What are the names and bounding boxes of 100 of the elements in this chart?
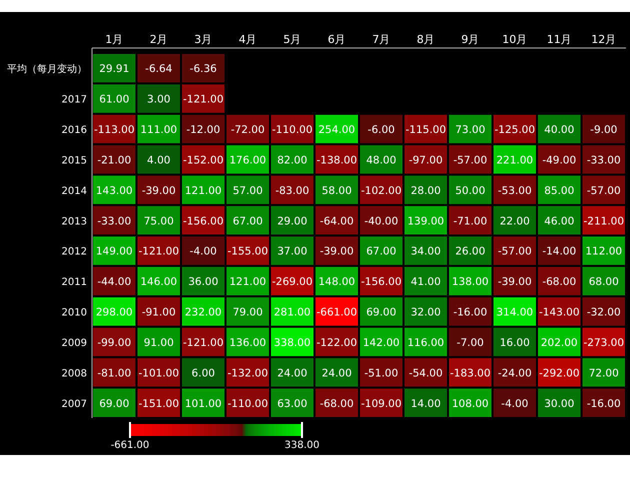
data-label: 85.00 — [544, 184, 574, 197]
data-label: 22.00 — [500, 215, 530, 228]
data-label: 79.00 — [232, 306, 263, 319]
x-tick-label: 4月 — [238, 33, 257, 46]
data-label: -39.00 — [142, 184, 176, 197]
data-label: 142.00 — [362, 336, 400, 349]
data-label: 32.00 — [410, 306, 441, 319]
data-label: 111.00 — [140, 124, 178, 136]
data-label: -14.00 — [542, 246, 576, 258]
y-tick-label: 2015 — [62, 155, 87, 166]
data-label: 67.00 — [366, 246, 396, 258]
data-label: 73.00 — [455, 124, 486, 136]
data-label: -9.00 — [590, 124, 618, 136]
y-tick-label: 2012 — [62, 246, 87, 258]
data-label: -143.00 — [538, 306, 580, 319]
data-label: 6.00 — [192, 367, 215, 380]
data-label: 116.00 — [407, 336, 444, 349]
data-label: 48.00 — [366, 154, 396, 166]
data-label: 221.00 — [496, 154, 534, 166]
x-tick-label: 9月 — [461, 33, 480, 46]
data-label: -121.00 — [182, 94, 224, 106]
data-label: -138.00 — [316, 154, 358, 166]
data-label: 68.00 — [588, 276, 619, 288]
data-label: 24.00 — [277, 367, 308, 380]
data-label: 148.00 — [318, 276, 356, 288]
data-label: 176.00 — [229, 154, 266, 166]
data-label: 34.00 — [410, 246, 441, 258]
data-label: -4.00 — [501, 398, 528, 410]
data-label: 69.00 — [366, 306, 396, 319]
data-label: 91.00 — [144, 336, 174, 349]
data-label: -156.00 — [182, 215, 224, 228]
data-label: -49.00 — [542, 154, 576, 166]
data-label: 82.00 — [277, 154, 308, 166]
data-label: -113.00 — [94, 124, 135, 136]
x-tick-label: 8月 — [416, 33, 435, 46]
data-label: 46.00 — [544, 215, 574, 228]
data-label: -155.00 — [227, 246, 268, 258]
data-label: 28.00 — [410, 184, 441, 197]
x-tick-label: 7月 — [372, 33, 390, 46]
data-label: -151.00 — [138, 398, 180, 410]
x-tick-label: 3月 — [194, 33, 212, 46]
data-label: -115.00 — [405, 124, 446, 136]
data-label: -97.00 — [408, 154, 443, 166]
data-label: 41.00 — [410, 276, 441, 288]
data-label: 149.00 — [96, 246, 133, 258]
x-tick-label: 1月 — [105, 33, 124, 46]
data-label: 72.00 — [588, 367, 619, 380]
y-tick-label: 2016 — [62, 125, 87, 136]
data-label: -121.00 — [182, 336, 224, 349]
data-label: -64.00 — [320, 215, 354, 228]
data-label: -54.00 — [408, 367, 443, 380]
data-label: -71.00 — [453, 215, 488, 228]
data-label: 61.00 — [99, 94, 130, 106]
data-label: 40.00 — [544, 124, 574, 136]
data-label: 254.00 — [318, 124, 356, 136]
y-tick-label: 2008 — [62, 368, 87, 380]
data-label: -51.00 — [364, 367, 398, 380]
data-label: -68.00 — [542, 276, 576, 288]
data-label: 202.00 — [540, 336, 578, 349]
data-label: 3.00 — [147, 94, 170, 106]
data-label: -81.00 — [97, 367, 132, 380]
data-label: 139.00 — [407, 215, 444, 228]
y-tick-label: 2009 — [62, 338, 87, 349]
data-label: -6.36 — [190, 63, 218, 76]
data-label: 16.00 — [500, 336, 530, 349]
data-label: -33.00 — [97, 215, 132, 228]
data-label: 281.00 — [274, 306, 311, 319]
data-label: -269.00 — [272, 276, 313, 288]
data-label: -7.00 — [456, 336, 484, 349]
data-label: 75.00 — [144, 215, 174, 228]
color-bar-label: -661.00 — [110, 440, 150, 451]
data-label: -16.00 — [453, 306, 488, 319]
data-label: 101.00 — [184, 398, 222, 410]
x-tick-label: 6月 — [328, 33, 346, 46]
data-label: -101.00 — [138, 367, 180, 380]
data-label: 24.00 — [322, 367, 352, 380]
data-label: -57.00 — [453, 154, 488, 166]
y-tick-label: 2014 — [62, 186, 87, 197]
data-label: -211.00 — [583, 215, 624, 228]
data-label: -132.00 — [227, 367, 268, 380]
data-label: -122.00 — [316, 336, 358, 349]
data-label: 108.00 — [452, 398, 489, 410]
data-label: -53.00 — [498, 184, 532, 197]
data-label: -83.00 — [275, 184, 310, 197]
data-label: 4.00 — [147, 154, 170, 166]
data-label: 314.00 — [496, 306, 534, 319]
data-label: 58.00 — [322, 184, 352, 197]
data-label: -661.00 — [316, 306, 358, 319]
data-label: -16.00 — [586, 398, 621, 410]
y-tick-label: 2011 — [62, 277, 87, 288]
data-label: -125.00 — [494, 124, 536, 136]
data-label: -273.00 — [583, 336, 624, 349]
data-label: -156.00 — [360, 276, 402, 288]
data-label: 232.00 — [184, 306, 222, 319]
data-label: 37.00 — [277, 246, 308, 258]
data-label: 57.00 — [232, 184, 263, 197]
data-label: -40.00 — [364, 215, 398, 228]
y-tick-label: 2007 — [62, 398, 87, 410]
data-label: -39.00 — [498, 276, 532, 288]
y-tick-label: 2017 — [62, 94, 87, 106]
